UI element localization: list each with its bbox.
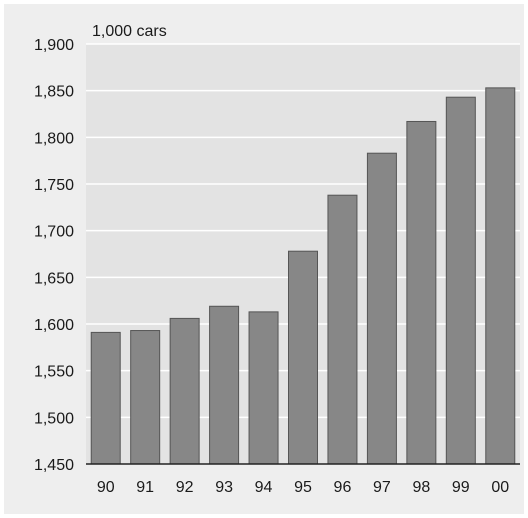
bar-95 <box>288 250 318 465</box>
y-tick-label: 1,650 <box>34 270 74 287</box>
y-tick-label: 1,500 <box>34 410 74 427</box>
bar-96 <box>327 194 358 465</box>
bar-chart: 1,450 1,500 1,550 1,600 1,650 1,700 1,750 1,800… <box>34 23 520 496</box>
x-tick-label: 92 <box>176 479 194 496</box>
bars <box>90 87 516 465</box>
y-tick-label: 1,750 <box>34 177 74 194</box>
bar-98 <box>406 120 437 465</box>
y-axis-ticks: 1,450 1,500 1,550 1,600 1,650 1,700 1,750 1,800… <box>34 37 74 474</box>
x-tick-label: 97 <box>373 479 391 496</box>
bar-00 <box>485 87 516 465</box>
x-tick-label: 00 <box>491 479 509 496</box>
y-tick-label: 1,600 <box>34 317 74 334</box>
x-tick-label: 99 <box>452 479 470 496</box>
bar-94 <box>248 311 279 465</box>
bar-93 <box>209 305 240 465</box>
x-tick-label: 95 <box>294 479 312 496</box>
x-axis-ticks: 90 91 92 93 94 95 96 97 98 99 00 <box>97 479 509 496</box>
y-tick-label: 1,850 <box>34 84 74 101</box>
y-tick-label: 1,550 <box>34 364 74 381</box>
x-tick-label: 96 <box>334 479 352 496</box>
bar-90 <box>90 331 121 465</box>
bar-99 <box>445 96 476 465</box>
y-tick-label: 1,800 <box>34 130 74 147</box>
unit-label: 1,000 cars <box>92 23 167 40</box>
x-tick-label: 93 <box>215 479 233 496</box>
bar-97 <box>366 152 397 465</box>
y-tick-label: 1,700 <box>34 224 74 241</box>
bar-91 <box>130 330 161 465</box>
x-tick-label: 90 <box>97 479 115 496</box>
x-tick-label: 91 <box>136 479 154 496</box>
x-tick-label: 98 <box>412 479 430 496</box>
x-tick-label: 94 <box>255 479 273 496</box>
bar-92 <box>169 317 200 465</box>
chart-container: 1,450 1,500 1,550 1,600 1,650 1,700 1,750 1,800… <box>4 4 524 514</box>
y-tick-label: 1,450 <box>34 457 74 474</box>
y-tick-label: 1,900 <box>34 37 74 54</box>
